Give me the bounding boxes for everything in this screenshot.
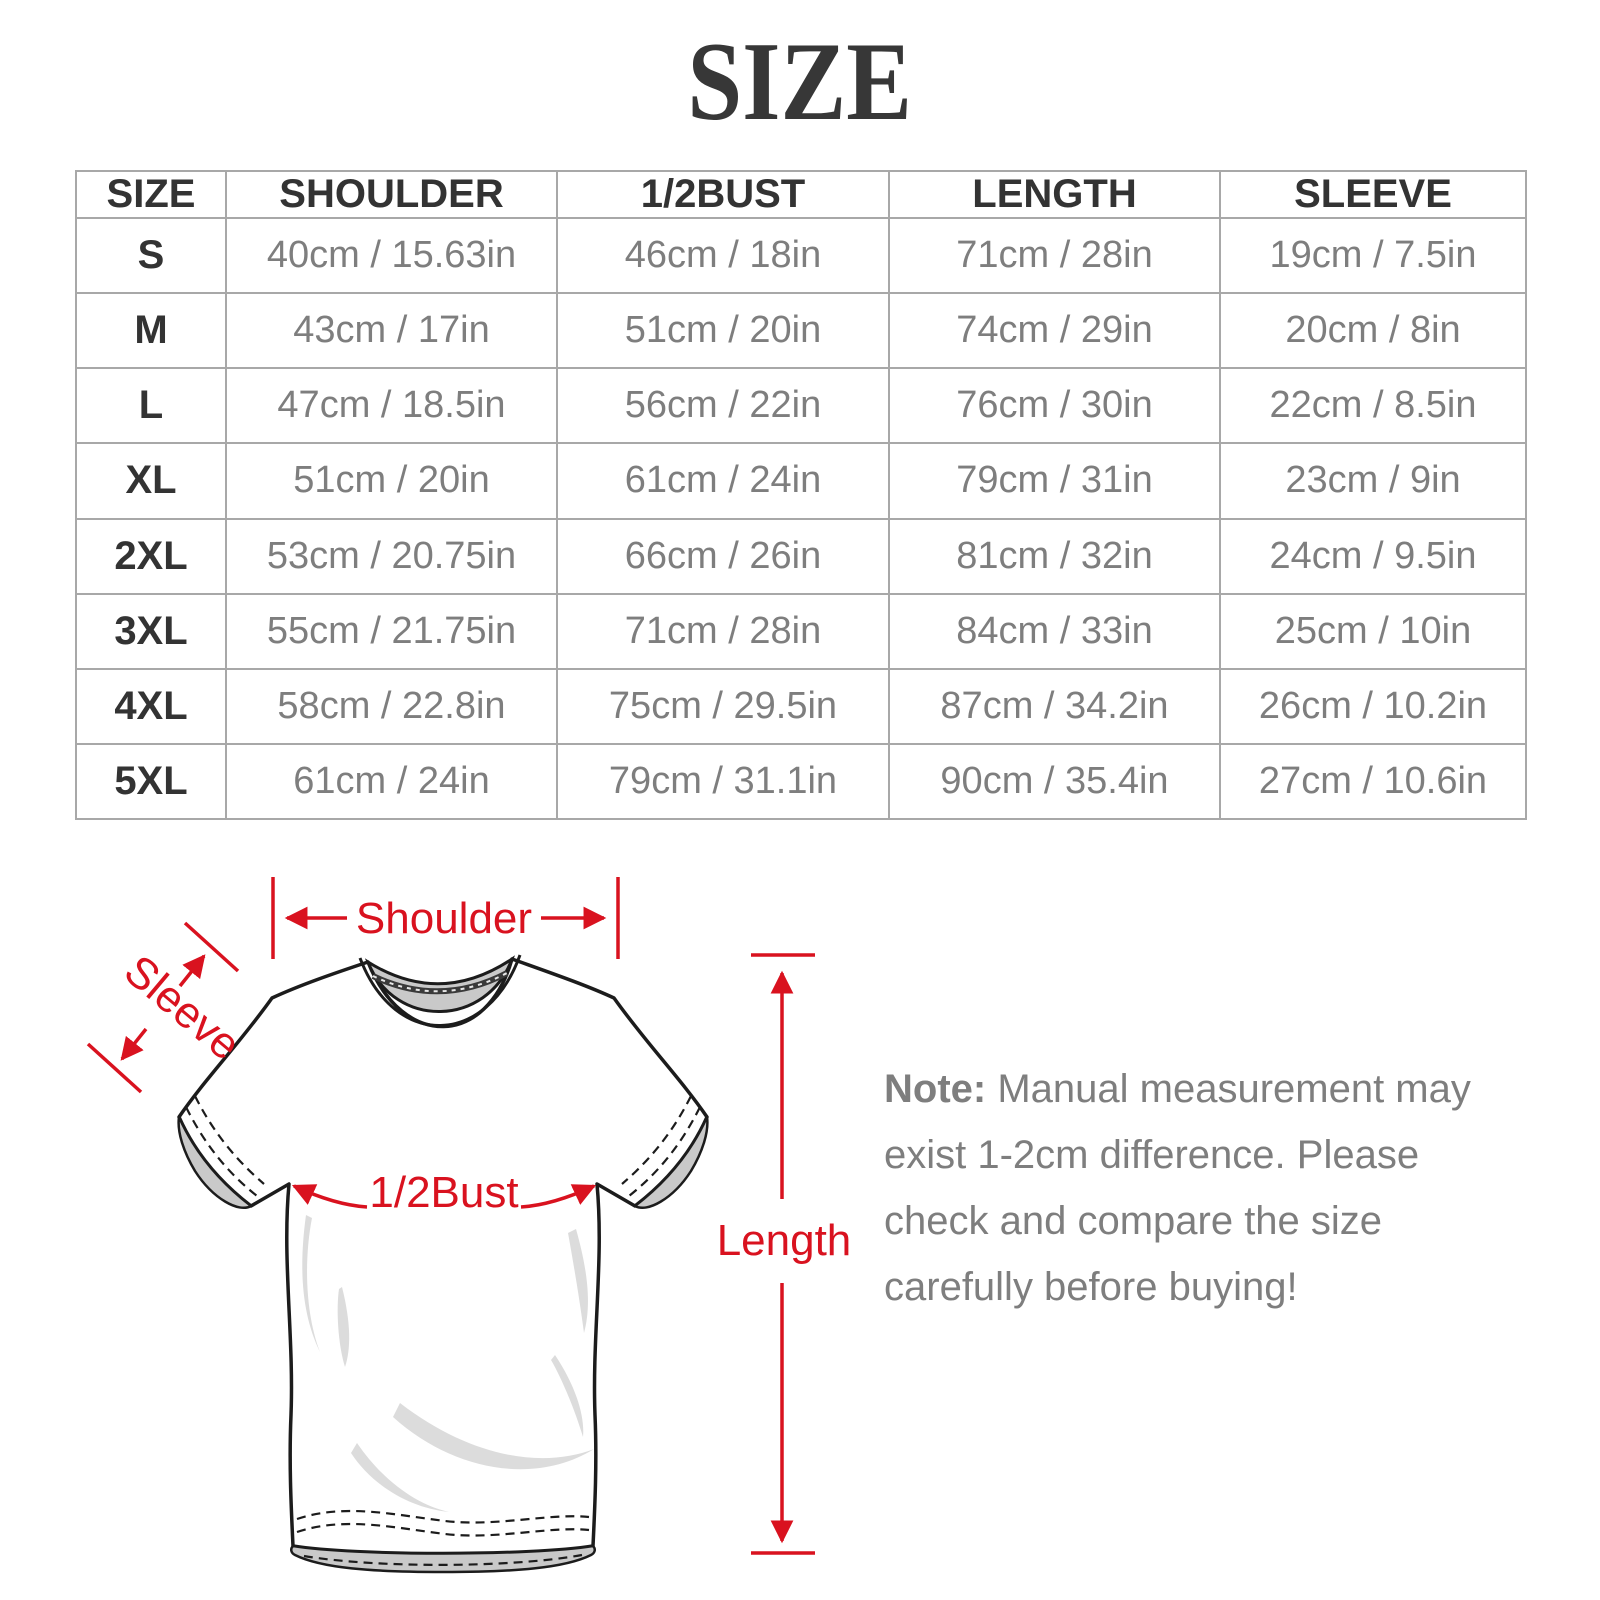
table-cell: 87cm / 34.2in <box>888 667 1221 745</box>
bust-arrow-left <box>291 1184 368 1209</box>
table-row: 3XL 55cm / 21.75in 71cm / 28in 84cm / 33… <box>75 592 1527 670</box>
wrinkle-shading <box>568 1229 588 1333</box>
bust-label: 1/2Bust <box>369 1168 518 1217</box>
table-cell: 74cm / 29in <box>888 292 1221 370</box>
table-row: 4XL 58cm / 22.8in 75cm / 29.5in 87cm / 3… <box>75 667 1527 745</box>
table-cell: 22cm / 8.5in <box>1219 367 1527 445</box>
length-label: Length <box>717 1216 852 1265</box>
table-cell: 84cm / 33in <box>888 592 1221 670</box>
table-cell: 71cm / 28in <box>888 216 1221 295</box>
table-cell: 56cm / 22in <box>556 367 890 445</box>
hem-stitch <box>296 1522 590 1537</box>
wrinkle-shading <box>551 1355 584 1437</box>
right-cuff <box>633 1115 709 1209</box>
size-label: XL <box>75 442 227 520</box>
size-label: 2XL <box>75 517 227 595</box>
table-cell: 46cm / 18in <box>556 216 890 295</box>
table-cell: 61cm / 24in <box>556 442 890 520</box>
table-cell: 43cm / 17in <box>225 292 558 370</box>
table-cell: 23cm / 9in <box>1219 442 1527 520</box>
table-cell: 24cm / 9.5in <box>1219 517 1527 595</box>
table-row: S 40cm / 15.63in 46cm / 18in 71cm / 28in… <box>75 216 1527 295</box>
table-cell: 47cm / 18.5in <box>225 367 558 445</box>
table-cell: 26cm / 10.2in <box>1219 667 1527 745</box>
table-cell: 55cm / 21.75in <box>225 592 558 670</box>
collar-rib-seam <box>371 970 509 995</box>
table-row: 2XL 53cm / 20.75in 66cm / 26in 81cm / 32… <box>75 517 1527 595</box>
note-text: Note: Manual measurement may exist 1-2cm… <box>884 1056 1496 1320</box>
shoulder-dimension: Shoulder <box>271 877 620 959</box>
table-cell: 79cm / 31.1in <box>556 742 890 821</box>
sleeve-arrow-up <box>178 954 206 988</box>
left-cuff <box>177 1115 253 1209</box>
note-body: Manual measurement may exist 1-2cm diffe… <box>884 1067 1471 1309</box>
table-cell: 66cm / 26in <box>556 517 890 595</box>
table-cell: 81cm / 32in <box>888 517 1221 595</box>
table-cell: 75cm / 29.5in <box>556 667 890 745</box>
table-row: M 43cm / 17in 51cm / 20in 74cm / 29in 20… <box>75 292 1527 370</box>
shoulder-label: Shoulder <box>356 894 532 943</box>
wrinkle-shading <box>302 1215 320 1352</box>
collar-inside <box>364 955 516 1013</box>
wrinkle-shading <box>393 1403 594 1470</box>
size-label: 4XL <box>75 667 227 745</box>
length-dimension: Length <box>717 953 852 1555</box>
table-cell: 76cm / 30in <box>888 367 1221 445</box>
header-bust: 1/2BUST <box>556 170 890 219</box>
header-shoulder: SHOULDER <box>225 170 558 219</box>
tshirt-measurement-diagram: Shoulder Sleeve 1/2Bust Length <box>86 877 852 1574</box>
hem-stitch <box>296 1509 590 1524</box>
table-cell: 71cm / 28in <box>556 592 890 670</box>
table-header-row: SIZE SHOULDER 1/2BUST LENGTH SLEEVE <box>75 170 1527 219</box>
header-length: LENGTH <box>888 170 1221 219</box>
table-cell: 51cm / 20in <box>556 292 890 370</box>
wrinkle-shading <box>351 1443 449 1512</box>
note-prefix: Note: <box>884 1067 987 1111</box>
bust-arrow-right <box>520 1184 597 1209</box>
table-cell: 20cm / 8in <box>1219 292 1527 370</box>
table-row: 5XL 61cm / 24in 79cm / 31.1in 90cm / 35.… <box>75 742 1527 821</box>
table-cell: 90cm / 35.4in <box>888 742 1221 821</box>
table-row: L 47cm / 18.5in 56cm / 22in 76cm / 30in … <box>75 367 1527 445</box>
header-size: SIZE <box>75 170 227 219</box>
size-label: M <box>75 292 227 370</box>
hem-stitch <box>303 1553 583 1566</box>
bottom-hem <box>290 1544 596 1574</box>
header-sleeve: SLEEVE <box>1219 170 1527 219</box>
table-cell: 19cm / 7.5in <box>1219 216 1527 295</box>
collar-front-trim <box>358 954 522 1027</box>
table-cell: 61cm / 24in <box>225 742 558 821</box>
table-cell: 53cm / 20.75in <box>225 517 558 595</box>
sleeve-tick-bottom <box>86 1042 143 1094</box>
table-cell: 27cm / 10.6in <box>1219 742 1527 821</box>
tshirt-body <box>177 957 709 1556</box>
page-title: SIZE <box>687 20 913 144</box>
size-label: L <box>75 367 227 445</box>
sleeve-arrow-down <box>120 1027 148 1061</box>
table-cell: 51cm / 20in <box>225 442 558 520</box>
table-cell: 58cm / 22.8in <box>225 667 558 745</box>
table-row: XL 51cm / 20in 61cm / 24in 79cm / 31in 2… <box>75 442 1527 520</box>
size-label: 3XL <box>75 592 227 670</box>
size-chart-table: SIZE SHOULDER 1/2BUST LENGTH SLEEVE S 40… <box>75 170 1527 821</box>
size-label: 5XL <box>75 742 227 821</box>
wrinkle-shading <box>337 1287 350 1367</box>
sleeve-tick-top <box>183 921 240 973</box>
size-label: S <box>75 216 227 295</box>
table-cell: 25cm / 10in <box>1219 592 1527 670</box>
table-cell: 79cm / 31in <box>888 442 1221 520</box>
bust-dimension: 1/2Bust <box>291 1168 597 1217</box>
table-cell: 40cm / 15.63in <box>225 216 558 295</box>
